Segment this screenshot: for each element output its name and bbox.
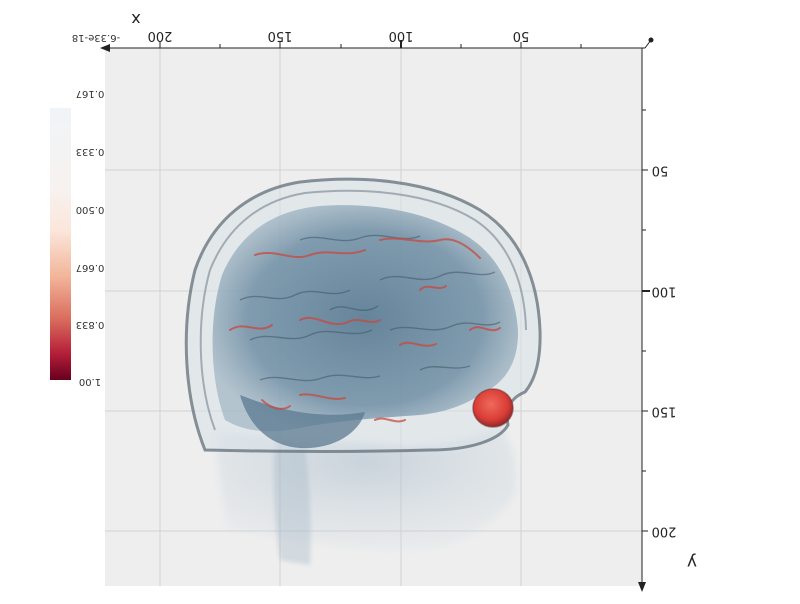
y-axis-label: y: [687, 552, 697, 572]
colorbar-label-min: -6.33e-18: [72, 32, 120, 43]
x-axis-ticks: [159, 40, 582, 48]
y-axis-ticks: [642, 109, 650, 532]
colorbar-label-0-833: 0.833: [76, 319, 105, 330]
y-tick-label-150: 150: [652, 404, 677, 419]
skull-inner-outline: [199, 189, 527, 431]
x-axis-label: x: [131, 10, 140, 29]
y-tick-label-100: 100: [652, 284, 677, 299]
y-axis-arrow: [638, 582, 646, 592]
cerebellum: [240, 395, 365, 449]
x-axis-arrow: [100, 44, 110, 52]
colorbar-gradient: [50, 108, 71, 380]
brain: [212, 205, 519, 432]
x-axis: 50 100 150 200 x: [100, 10, 654, 52]
colorbar-label-0-333: 0.333: [76, 146, 105, 157]
head-volume-render: [184, 177, 542, 565]
sulci-texture: [239, 234, 501, 382]
spine-tissue: [273, 440, 311, 565]
colorbar-label-1-00: 1.00: [79, 376, 101, 387]
colorbar-label-0-667: 0.667: [76, 262, 105, 273]
y-tick-label-200: 200: [652, 524, 677, 539]
x-tick-label-200: 200: [148, 28, 173, 43]
y-tick-label-50: 50: [652, 163, 669, 178]
x-tick-label-150: 150: [268, 28, 293, 43]
eye: [472, 388, 514, 428]
x-tick-label-50: 50: [513, 28, 530, 43]
vessels: [229, 237, 501, 423]
x-tick-label-100: 100: [389, 28, 414, 43]
colorbar-label-0-500: 0.500: [76, 204, 105, 215]
colorbar-label-0-167: 0.167: [76, 88, 105, 99]
y-axis: 50 100 150 200 y: [638, 48, 697, 592]
colorbar: -6.33e-18 0.167 0.333 0.500 0.667 0.833 …: [50, 32, 120, 387]
